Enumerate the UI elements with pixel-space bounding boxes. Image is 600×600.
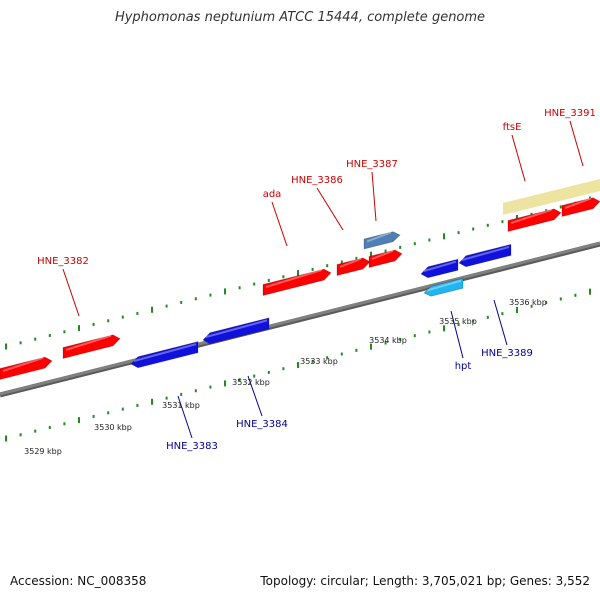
feature-box-hne-3387-shine [366,231,392,243]
scale-labels: 3529 kbp 3530 kbp 3531 kbp 3532 kbp 3533 kbp… [24,298,547,456]
gene-arrow-hne-3387-shine [371,249,394,260]
gene-label-hne-3391: HNE_3391 [544,108,596,119]
gene-arrow-hne-3386-shine [339,257,362,268]
gene-label-hne-3386: HNE_3386 [291,175,343,186]
leader-ftse [511,134,526,182]
gene-arrow-hne-3382 [62,334,121,360]
scale-label: 3529 kbp [24,447,62,456]
gene-label-hne-3384: HNE_3384 [236,419,288,430]
leader-hne-3383 [177,395,193,439]
lower-tick-track [5,288,591,442]
leader-hpt [450,310,464,359]
scale-label: 3534 kbp [369,336,407,345]
gene-label-ada: ada [263,189,282,200]
gene-label-hpt: hpt [455,361,472,372]
gene-arrow-hne-3391-shine [564,197,592,209]
leader-hne-3389 [493,299,508,346]
feature-track [0,179,600,380]
scale-label: 3536 kbp [509,298,547,307]
scale-label: 3531 kbp [162,401,200,410]
gene-labels: HNE_3382HNE_3383HNE_3384adaHNE_3386HNE_3… [37,108,596,452]
map-title: Hyphomonas neptunium ATCC 15444, complet… [114,10,486,25]
gene-arrow-hpt-partner [420,258,459,279]
gene-label-hne-3389: HNE_3389 [481,348,533,359]
scale-label: 3530 kbp [94,423,132,432]
gene-arrow-hne-3383 [130,341,199,369]
gene-arrow-hne-3389-shine [461,245,510,261]
leader-hne-3387 [371,171,377,222]
gene-label-hne-3382: HNE_3382 [37,256,89,267]
gene-arrow-ada [262,268,332,297]
label-leader-lines [62,120,584,439]
leader-ada [271,201,288,247]
scale-label: 3532 kbp [232,378,270,387]
backbone-line [0,241,600,396]
gene-arrow-hne-3384 [202,317,270,345]
feature-box-hpt [423,277,464,297]
feature-box-ftse [503,179,600,215]
gene-arrow-hpt-partner-shine [423,260,457,272]
scale-label: 3533 kbp [300,357,338,366]
gene-arrow-hne-3387 [368,249,403,269]
feature-box-hne-3387 [363,231,401,250]
leader-hne-3382 [62,268,80,317]
gene-arrow-ftse [507,208,562,233]
gene-arrow-hne-3384-shine [205,319,268,338]
gene-label-ftse: ftsE [503,122,522,133]
scale-label: 3535 kbp [439,317,477,326]
gene-arrow-hne-3381 [0,356,53,380]
leader-hne-3391 [569,120,584,167]
gene-label-hne-3387: HNE_3387 [346,159,398,170]
feature-box-hpt-shine [426,279,462,292]
gene-arrow-hne-3386 [336,257,371,277]
gene-arrow-hne-3381-shine [2,356,44,372]
genome-backbone [0,241,600,398]
gene-arrow-hne-3382-shine [65,334,112,351]
gene-label-hne-3383: HNE_3383 [166,441,218,452]
gene-arrow-hne-3391 [561,197,600,218]
leader-hne-3384 [247,375,263,417]
accession-text: Accession: NC_008358 [10,574,147,588]
genome-summary-text: Topology: circular; Length: 3,705,021 bp… [260,574,590,588]
upper-tick-track [5,196,591,350]
gene-arrow-ada-shine [265,268,323,288]
leader-hne-3386 [316,187,344,231]
gene-arrow-hne-3389 [458,243,512,268]
gene-arrow-hne-3383-shine [133,343,197,362]
gene-arrow-ftse-shine [510,208,553,224]
